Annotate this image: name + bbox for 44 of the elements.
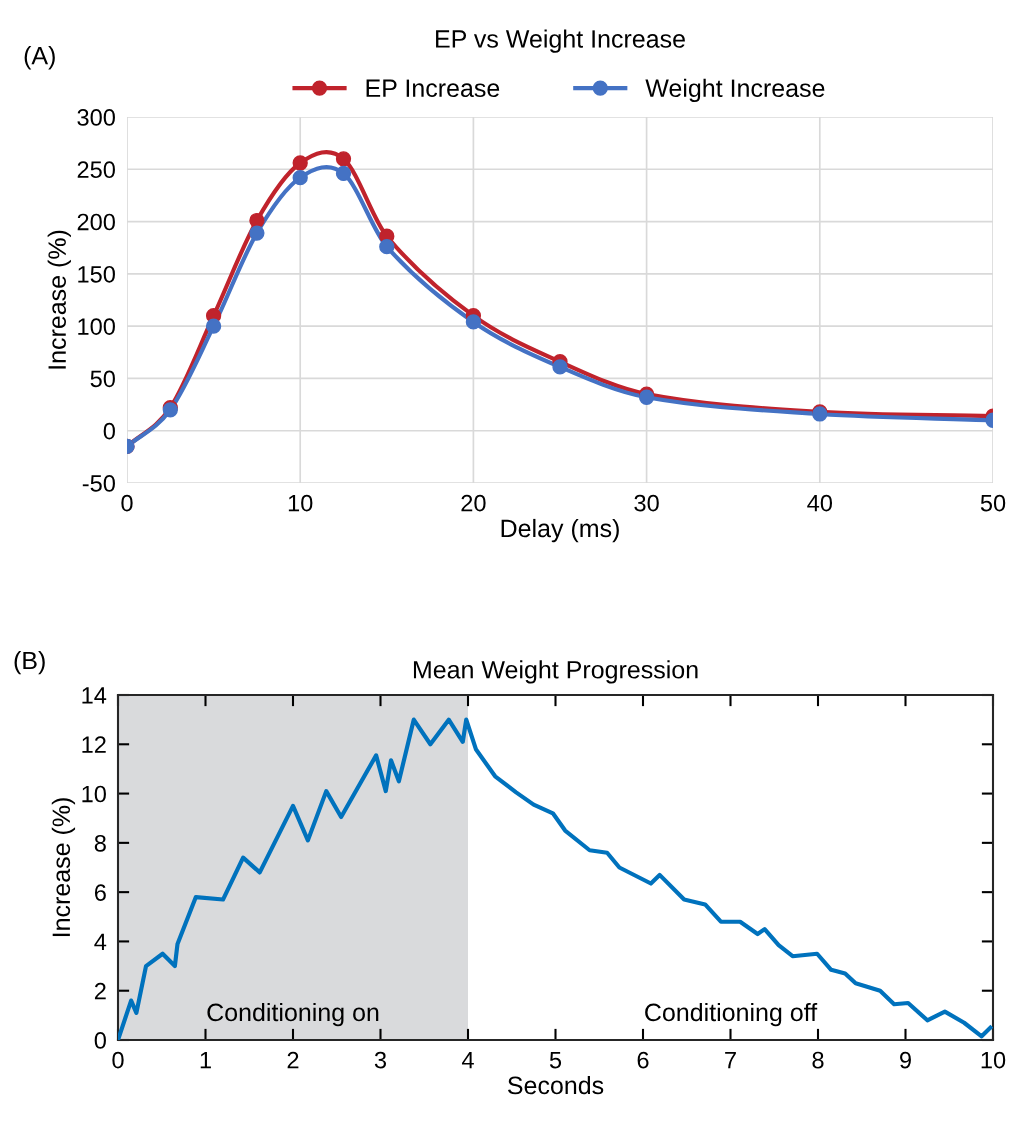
y-axis-title: Increase (%) bbox=[47, 230, 71, 369]
y-tick-label: -50 bbox=[82, 475, 115, 492]
y-tick-label: 6 bbox=[94, 884, 106, 901]
y-tick-label: 150 bbox=[78, 265, 115, 283]
x-tick-label: 10 bbox=[981, 1051, 1006, 1069]
x-tick-label: 4 bbox=[461, 1051, 474, 1069]
y-tick-label: 12 bbox=[82, 736, 106, 753]
x-tick-label: 30 bbox=[634, 494, 659, 512]
y-tick-label: 8 bbox=[94, 834, 106, 852]
y-tick-label: 200 bbox=[77, 213, 115, 231]
x-tick-label: 9 bbox=[900, 1051, 911, 1069]
chart-title: EP vs Weight Increase bbox=[436, 29, 685, 53]
y-tick-label: 2 bbox=[94, 982, 106, 1000]
y-tick-label: 10 bbox=[82, 785, 106, 803]
annotation: Conditioning off bbox=[645, 1002, 818, 1027]
legend-label: EP Increase bbox=[366, 79, 500, 98]
x-tick-label: 1 bbox=[200, 1051, 211, 1069]
y-tick-label: 100 bbox=[78, 318, 115, 335]
x-tick-label: 6 bbox=[637, 1051, 649, 1069]
y-tick-label: 0 bbox=[94, 1032, 106, 1049]
x-tick-label: 5 bbox=[549, 1051, 562, 1069]
x-tick-label: 40 bbox=[807, 494, 833, 512]
x-tick-label: 50 bbox=[980, 494, 1006, 512]
x-tick-label: 3 bbox=[374, 1051, 387, 1069]
y-tick-label: 50 bbox=[90, 370, 115, 388]
text: (A) bbox=[24, 46, 55, 70]
x-axis-title: Delay (ms) bbox=[501, 518, 619, 543]
x-axis-title: Seconds bbox=[507, 1075, 604, 1095]
x-tick-label: 10 bbox=[288, 494, 313, 512]
y-tick-label: 300 bbox=[77, 109, 115, 126]
y-tick-label: 250 bbox=[77, 161, 115, 179]
y-tick-label: 0 bbox=[103, 422, 115, 440]
x-tick-label: 8 bbox=[812, 1051, 824, 1069]
chart-title: Mean Weight Progression bbox=[413, 660, 698, 684]
x-tick-label: 7 bbox=[725, 1051, 736, 1069]
y-tick-label: 4 bbox=[94, 933, 107, 950]
annotation: Conditioning on bbox=[207, 1002, 379, 1027]
y-axis-title: Increase (%) bbox=[51, 798, 76, 937]
x-tick-label: 2 bbox=[287, 1051, 299, 1069]
y-tick-label: 14 bbox=[82, 687, 107, 704]
text: (B) bbox=[14, 651, 45, 675]
x-tick-label: 20 bbox=[461, 494, 486, 512]
legend-label: Weight Increase bbox=[645, 78, 825, 102]
x-tick-label: 0 bbox=[121, 494, 133, 512]
